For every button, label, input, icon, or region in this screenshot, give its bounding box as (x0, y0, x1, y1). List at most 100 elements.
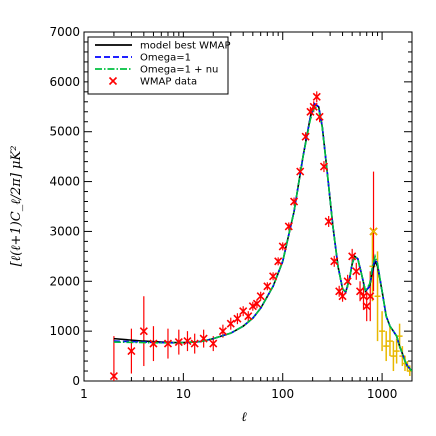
wmap-point (335, 287, 344, 296)
marker-stroke (263, 282, 272, 291)
legend-label-3: WMAP data (140, 77, 197, 88)
wmap-point (127, 347, 136, 356)
x-tick-label: 1 (80, 387, 88, 401)
wmap-point (218, 327, 227, 336)
wmap-point (163, 339, 173, 348)
legend-box (87, 36, 229, 95)
x-tick-labels: 1 10 100 1000 (80, 387, 397, 401)
marker-stroke (183, 337, 192, 346)
y-tick-label: 3000 (49, 224, 80, 238)
plot-frame (83, 31, 413, 382)
wmap-point (226, 319, 235, 328)
y-tick-label: 7000 (49, 25, 80, 39)
wmap-point (352, 267, 361, 276)
y-tick-label: 2000 (49, 274, 80, 288)
series-line-2 (113, 105, 412, 372)
y-tick-labels: 0 1000 2000 3000 4000 5000 6000 7000 (49, 25, 80, 388)
y-tick-label: 4000 (49, 175, 80, 189)
marker-stroke (163, 339, 173, 348)
series-line-1 (113, 102, 412, 372)
wmap-point (139, 327, 148, 336)
series-line-0 (113, 103, 412, 372)
wmap-point (209, 339, 218, 348)
y-tick-label: 5000 (49, 125, 80, 139)
axis-ticks (83, 31, 413, 382)
marker-stroke (139, 327, 148, 336)
marker-stroke (296, 167, 305, 176)
wmap-point (289, 197, 299, 206)
marker-stroke (174, 338, 183, 347)
wmap-point (183, 337, 192, 346)
marker-stroke (330, 257, 339, 266)
x-tick-label: 10 (176, 387, 191, 401)
wmap-point (174, 338, 183, 347)
marker-stroke (312, 92, 321, 101)
wmap-point (263, 282, 272, 291)
marker-stroke (244, 312, 253, 321)
marker-stroke (218, 327, 227, 336)
wmap-point (278, 242, 287, 251)
marker-stroke (309, 102, 318, 111)
wmap-point (319, 162, 329, 171)
marker-stroke (256, 292, 265, 301)
marker-stroke (324, 217, 333, 226)
legend-label-0: model best WMAP (140, 41, 231, 52)
marker-stroke (352, 267, 361, 276)
marker-stroke (248, 302, 257, 311)
marker-stroke (343, 277, 352, 286)
wmap-point-highlight (369, 227, 378, 236)
marker-stroke (359, 292, 368, 301)
wmap-point (248, 302, 257, 311)
legend-label-1: Omega=1 (140, 53, 191, 64)
wmap-point (269, 272, 278, 281)
marker-stroke (284, 222, 293, 231)
x-tick-label: 100 (271, 387, 294, 401)
wmap-point (109, 371, 118, 381)
wmap-point (324, 217, 333, 226)
marker-stroke (190, 339, 199, 348)
wmap-point (348, 252, 357, 261)
marker-stroke (319, 162, 329, 171)
x-axis-title: ℓ (241, 410, 247, 425)
wmap-point (199, 334, 208, 343)
wmap-point (190, 339, 199, 348)
wmap-point (343, 277, 352, 286)
marker-stroke (369, 227, 378, 236)
y-tick-label: 6000 (49, 75, 80, 89)
marker-stroke (366, 292, 375, 301)
wmap-point (244, 312, 253, 321)
marker-stroke (108, 76, 118, 86)
marker-stroke (239, 307, 248, 316)
legend-swatch-3 (108, 76, 118, 86)
marker-stroke (127, 347, 136, 356)
marker-stroke (269, 272, 278, 281)
marker-stroke (226, 319, 235, 328)
legend-label-2: Omega=1 + nu (140, 65, 218, 76)
wmap-point (330, 257, 339, 266)
wmap-point (252, 299, 261, 308)
plot-area (109, 91, 412, 381)
wmap-point (355, 287, 365, 296)
y-tick-label: 1000 (49, 324, 80, 338)
marker-stroke (301, 132, 310, 141)
marker-stroke (315, 112, 324, 121)
marker-stroke (289, 197, 299, 206)
wmap-point (256, 292, 265, 301)
marker-stroke (233, 314, 242, 323)
marker-stroke (338, 292, 347, 301)
wmap-point (284, 222, 293, 231)
marker-stroke (306, 107, 315, 116)
wmap-point (359, 292, 368, 301)
y-axis-title: [ℓ(ℓ+1)C_ℓ/2π] μK² (9, 146, 24, 267)
marker-stroke (209, 339, 218, 348)
marker-stroke (199, 334, 208, 343)
marker-stroke (274, 257, 283, 266)
wmap-point (296, 167, 305, 176)
marker-stroke (348, 252, 357, 261)
wmap-point (309, 102, 318, 111)
wmap-point (233, 314, 242, 323)
wmap-point (312, 92, 321, 101)
x-tick-label: 1000 (367, 387, 398, 401)
